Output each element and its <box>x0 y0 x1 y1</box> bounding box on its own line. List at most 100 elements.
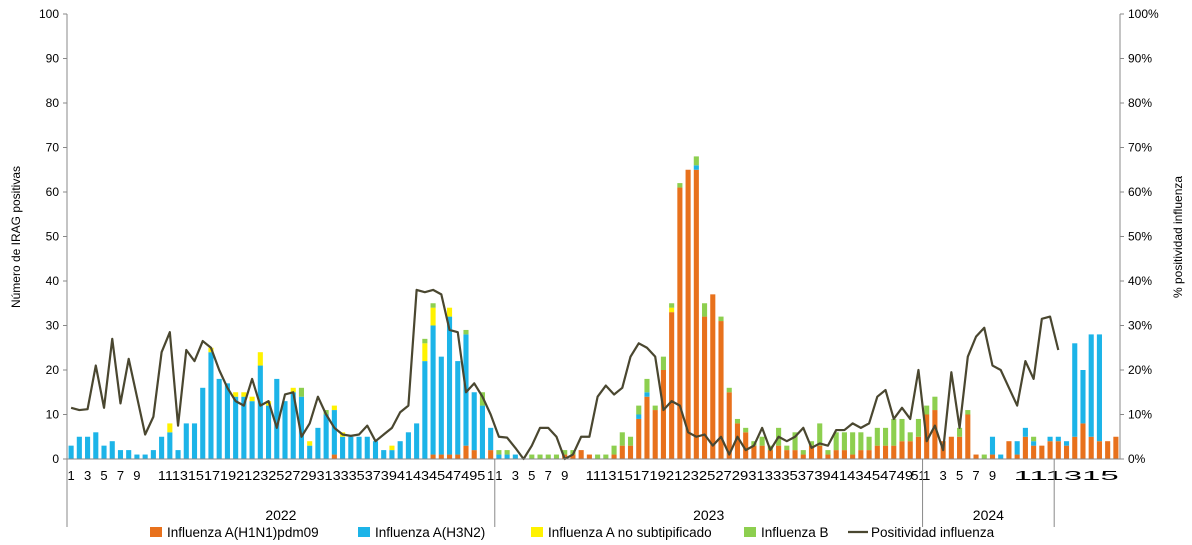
bar-anosub <box>422 343 428 362</box>
bar-b <box>636 405 642 415</box>
bar-b <box>298 387 305 397</box>
bar-h1n1 <box>957 436 963 459</box>
year-label: 2022 <box>265 507 296 523</box>
bar-b <box>874 427 880 446</box>
bar-b <box>734 418 741 424</box>
bar-h3n2 <box>989 436 996 455</box>
bar-h1n1 <box>1006 441 1012 459</box>
bar-b <box>825 450 831 455</box>
bar-h1n1 <box>471 450 477 459</box>
bar-h3n2 <box>331 410 337 455</box>
bar-h1n1 <box>1014 454 1020 459</box>
bar-h1n1 <box>578 450 584 459</box>
bar-h3n2 <box>233 396 239 459</box>
y2-axis-label: % positividad influenza <box>1171 176 1185 298</box>
bar-h1n1 <box>948 436 954 459</box>
y-axis-left-ticks: 0 10 20 30 40 50 60 70 80 90 100 <box>39 7 67 466</box>
bar-h3n2 <box>340 436 346 459</box>
bar-b <box>718 316 724 322</box>
bar-h3n2 <box>381 450 387 459</box>
legend-label: Influenza A no subtipificado <box>548 525 712 540</box>
bar-anosub <box>446 307 453 317</box>
bar-b <box>743 427 749 433</box>
bar-b <box>537 454 543 459</box>
bar-h1n1 <box>455 454 461 459</box>
legend-label: Influenza A(H1N1)pdm09 <box>167 525 319 540</box>
bar-h1n1 <box>586 454 592 459</box>
bar-h1n1 <box>1072 436 1078 459</box>
y2-tick-label: 10% <box>1128 408 1152 422</box>
bar-b <box>627 436 634 446</box>
bar-h1n1 <box>685 169 691 459</box>
bar-h1n1 <box>907 441 913 459</box>
bar-h1n1 <box>841 450 847 459</box>
y-tick-label: 100 <box>39 7 59 21</box>
y-tick-label: 50 <box>46 230 60 244</box>
bar-b <box>915 418 921 437</box>
y2-tick-label: 0% <box>1128 452 1146 466</box>
bar-h1n1 <box>611 454 617 459</box>
legend-label: Influenza A(H3N2) <box>375 525 485 540</box>
bar-h3n2 <box>290 392 296 459</box>
bar-h1n1 <box>1113 436 1119 459</box>
bar-h3n2 <box>266 405 272 459</box>
x-tick-label: 1 <box>923 468 930 483</box>
bar-b <box>817 423 823 446</box>
bar-h1n1 <box>726 392 732 459</box>
bar-b <box>463 329 469 335</box>
bar-h3n2 <box>422 361 428 459</box>
bar-h1n1 <box>858 450 864 459</box>
bar-h1n1 <box>1105 441 1111 459</box>
bar-h1n1 <box>627 445 634 459</box>
bar-h1n1 <box>882 445 889 459</box>
bar-h3n2 <box>644 392 650 397</box>
bar-h3n2 <box>446 316 453 455</box>
bar-h3n2 <box>101 445 107 459</box>
bar-h3n2 <box>175 450 181 459</box>
bar-b <box>808 441 815 446</box>
y-axis-right-ticks: 0% 10% 20% 30% 40% 50% 60% 70% 80% 90% 100% <box>1120 7 1159 466</box>
bar-h1n1 <box>932 410 938 459</box>
x-tick-label: 7 <box>545 468 552 483</box>
bar-anosub <box>389 445 395 451</box>
x-axis-ticks: 1 3 5 7 9 11131517192123252729313335373941434… <box>67 468 1118 483</box>
bar-h3n2 <box>471 392 477 451</box>
bar-b <box>924 405 930 415</box>
bar-h3n2 <box>1055 436 1061 442</box>
bar-h1n1 <box>669 312 675 459</box>
bar-h1n1 <box>850 454 856 459</box>
bar-anosub <box>249 396 255 402</box>
bar-anosub <box>307 441 313 446</box>
bar-h3n2 <box>1022 427 1028 437</box>
bar-b <box>644 378 650 393</box>
bar-h3n2 <box>208 352 214 459</box>
x-tick-label: 5 <box>956 468 963 483</box>
x-tick-label: 3 <box>512 468 519 483</box>
bar-b <box>660 356 666 370</box>
bar-b <box>833 432 839 451</box>
legend-label: Influenza B <box>761 525 829 540</box>
bar-b <box>504 450 510 455</box>
y-tick-label: 0 <box>52 452 59 466</box>
bar-h3n2 <box>496 454 502 459</box>
bar-h1n1 <box>915 436 921 459</box>
bar-h1n1 <box>1063 445 1070 459</box>
bar-h1n1 <box>874 445 880 459</box>
y-tick-label: 70 <box>46 141 60 155</box>
bar-h3n2 <box>488 427 494 451</box>
bar-h3n2 <box>68 445 74 459</box>
bar-b <box>784 445 790 451</box>
bar-h1n1 <box>891 445 897 459</box>
bar-b <box>603 454 609 459</box>
y-tick-label: 60 <box>46 185 60 199</box>
bar-h3n2 <box>117 450 124 459</box>
bar-h1n1 <box>718 321 724 459</box>
x-tick-label: 3 <box>940 468 947 483</box>
bar-h1n1 <box>1022 436 1028 459</box>
bar-b <box>882 427 889 446</box>
bar-b <box>430 303 436 308</box>
bar-b <box>1031 436 1037 442</box>
bar-h1n1 <box>1080 423 1086 459</box>
bar-b <box>899 418 905 442</box>
bar-h3n2 <box>323 414 329 459</box>
